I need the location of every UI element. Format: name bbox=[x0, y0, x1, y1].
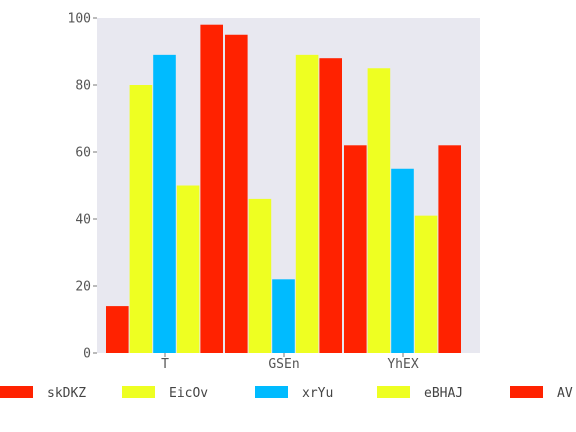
bar-skDKZ-T bbox=[106, 306, 129, 353]
bar-AV-GSEn bbox=[319, 58, 342, 353]
x-axis-ticks: T GSEn YhEX bbox=[161, 353, 419, 372]
legend-swatch-AV bbox=[510, 386, 543, 398]
y-tick-label-80: 80 bbox=[75, 79, 91, 94]
bar-xrYu-T bbox=[153, 54, 176, 353]
bar-skDKZ-YhEX bbox=[344, 145, 367, 353]
bar-eBHAJ-GSEn bbox=[295, 54, 319, 353]
bar-xrYu-YhEX bbox=[391, 168, 414, 353]
legend-label-xrYu: xrYu bbox=[302, 386, 333, 401]
bar-AV-T bbox=[200, 24, 223, 353]
legend-swatch-skDKZ bbox=[0, 386, 33, 398]
legend: skDKZ EicOv xrYu eBHAJ AV bbox=[0, 386, 573, 401]
legend-label-skDKZ: skDKZ bbox=[47, 386, 86, 401]
y-tick-label-0: 0 bbox=[83, 347, 91, 362]
bar-eBHAJ-YhEX bbox=[414, 215, 438, 353]
y-tick-label-100: 100 bbox=[68, 12, 91, 27]
bar-AV-YhEX bbox=[438, 145, 461, 353]
bar-skDKZ-GSEn bbox=[225, 34, 248, 353]
y-tick-label-20: 20 bbox=[75, 280, 91, 295]
legend-swatch-xrYu bbox=[255, 386, 288, 398]
legend-label-eBHAJ: eBHAJ bbox=[424, 386, 463, 401]
legend-label-AV: AV bbox=[557, 386, 573, 401]
y-tick-label-40: 40 bbox=[75, 213, 91, 228]
x-tick-label-GSEn: GSEn bbox=[268, 357, 299, 372]
bar-EicOv-T bbox=[129, 85, 153, 353]
bar-EicOv-YhEX bbox=[367, 68, 391, 353]
legend-swatch-EicOv bbox=[122, 386, 155, 398]
y-axis-ticks: 0 20 40 60 80 100 bbox=[68, 12, 97, 362]
legend-label-EicOv: EicOv bbox=[169, 386, 208, 401]
legend-swatch-eBHAJ bbox=[377, 386, 410, 398]
bars-group bbox=[106, 24, 461, 353]
x-tick-label-T: T bbox=[161, 357, 169, 372]
bar-xrYu-GSEn bbox=[272, 279, 295, 353]
bar-EicOv-GSEn bbox=[248, 198, 272, 353]
bar-eBHAJ-T bbox=[176, 185, 200, 353]
y-tick-label-60: 60 bbox=[75, 146, 91, 161]
x-tick-label-YhEX: YhEX bbox=[387, 357, 418, 372]
